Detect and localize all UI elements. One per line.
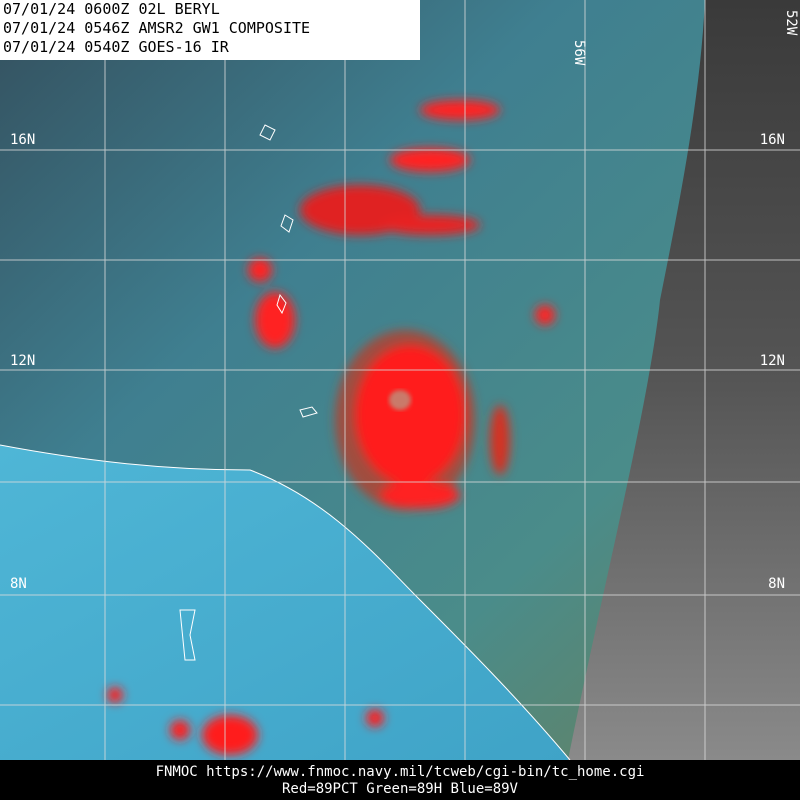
graticule	[0, 0, 800, 760]
land-mass	[0, 445, 570, 760]
lat-label: 12N	[10, 353, 35, 369]
lat-label: 16N	[10, 132, 35, 148]
ir-swath	[568, 0, 800, 760]
lon-label: 56W	[571, 40, 587, 66]
header-line: 07/01/24 0546Z AMSR2 GW1 COMPOSITE	[3, 19, 310, 37]
coastlines	[0, 124, 571, 761]
lat-label: 8N	[10, 576, 27, 592]
footer-channels: Red=89PCT Green=89H Blue=89V	[282, 781, 519, 797]
eye	[389, 390, 411, 410]
header-box	[0, 0, 420, 60]
lon-label: 52W	[783, 10, 799, 36]
footer	[0, 760, 800, 800]
lat-label: 12N	[760, 353, 785, 369]
lat-label: 8N	[768, 576, 785, 592]
header-line: 07/01/24 0540Z GOES-16 IR	[3, 38, 230, 56]
footer-source: FNMOC https://www.fnmoc.navy.mil/tcweb/c…	[156, 764, 645, 780]
header-line: 07/01/24 0600Z 02L BERYL	[3, 0, 220, 18]
lat-label: 16N	[760, 132, 785, 148]
convection	[107, 100, 555, 755]
